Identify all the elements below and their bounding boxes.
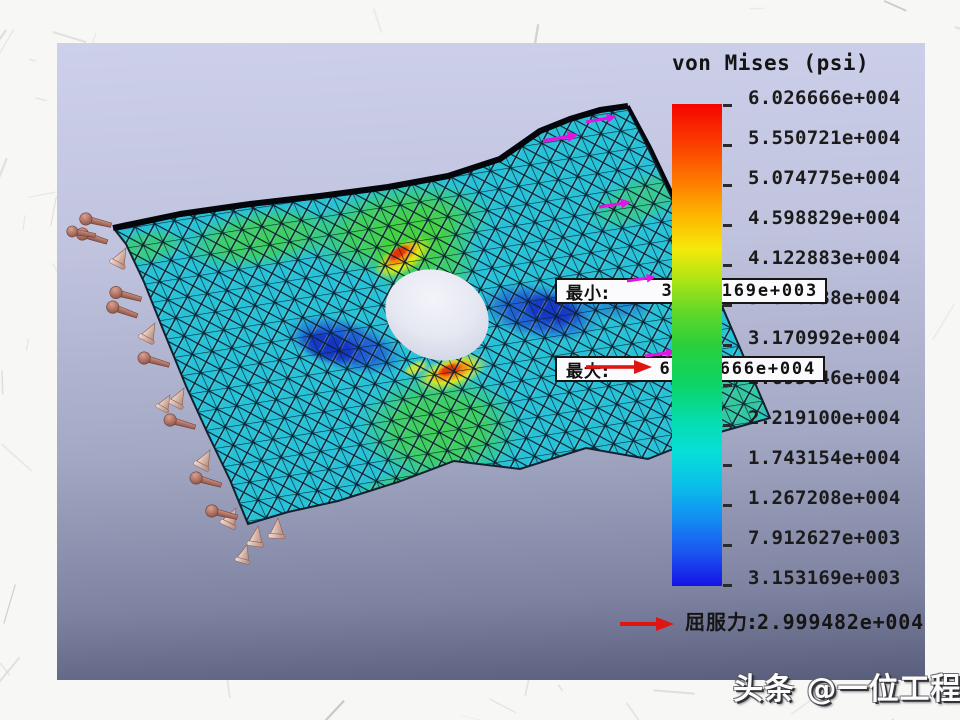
- legend-value: 3.153169e+003: [748, 567, 901, 589]
- yield-annotation: 屈服力:2.999482e+004: [685, 606, 924, 635]
- max-label: 最大:: [566, 361, 610, 382]
- legend-value: 4.598829e+004: [748, 207, 901, 229]
- legend-tick: [723, 304, 732, 307]
- plate-hole: [385, 269, 489, 361]
- legend-value: 4.122883e+004: [748, 247, 901, 269]
- yield-label: 屈服力:: [685, 610, 757, 634]
- watermark: 头条 @一位工程师: [733, 672, 960, 707]
- legend-tick: [723, 224, 732, 227]
- legend-tick: [723, 344, 732, 347]
- fea-viewport: von Mises (psi) 6.026666e+004 5.550721e+…: [57, 43, 925, 680]
- legend-tick: [723, 544, 732, 547]
- legend-value: 7.912627e+003: [748, 527, 901, 549]
- legend-value: 1.267208e+004: [748, 487, 901, 509]
- legend-value: 1.743154e+004: [748, 447, 901, 469]
- legend-value: 5.550721e+004: [748, 127, 901, 149]
- legend-value: 2.219100e+004: [748, 407, 901, 429]
- yield-value: 2.999482e+004: [757, 610, 924, 634]
- legend-tick: [723, 384, 732, 387]
- legend-tick: [723, 504, 732, 507]
- legend-tick: [723, 584, 732, 587]
- plate-top-edge: [112, 103, 629, 231]
- legend-title: von Mises (psi): [672, 51, 870, 75]
- legend-tick: [723, 144, 732, 147]
- stress-colorbar: [672, 104, 722, 586]
- legend-tick: [723, 104, 732, 107]
- min-label: 最小:: [566, 283, 610, 304]
- legend-tick: [723, 424, 732, 427]
- legend-value: 6.026666e+004: [748, 87, 901, 109]
- legend-tick: [723, 184, 732, 187]
- legend-value: 5.074775e+004: [748, 167, 901, 189]
- legend-tick: [723, 464, 732, 467]
- legend-value: 3.170992e+004: [748, 327, 901, 349]
- legend-tick: [723, 264, 732, 267]
